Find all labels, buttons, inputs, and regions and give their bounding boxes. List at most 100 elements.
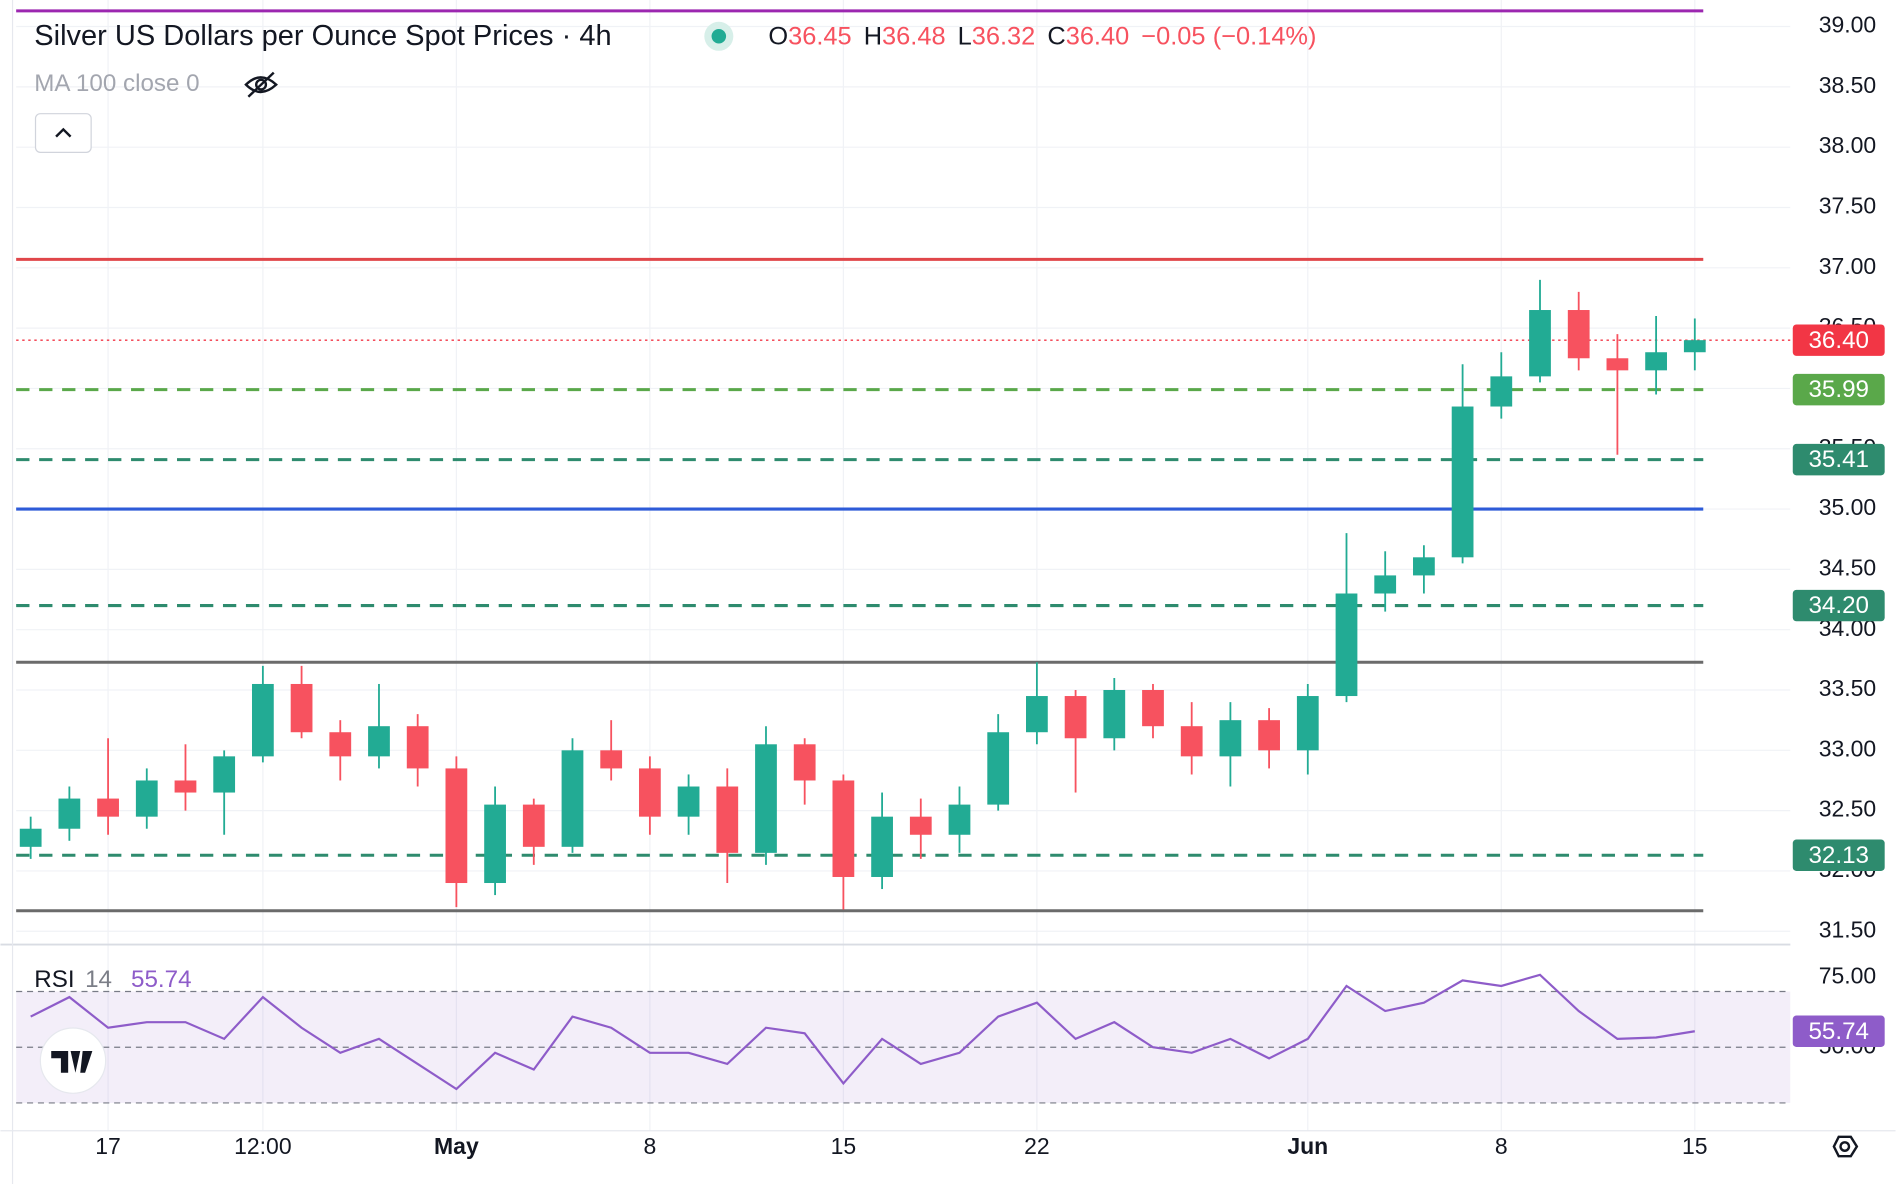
candle-body — [213, 756, 236, 793]
y-tick-label: 39.00 — [1819, 12, 1876, 38]
settings-icon[interactable] — [1832, 1135, 1859, 1158]
candle-body — [1142, 690, 1164, 727]
rsi-title: RSI — [34, 966, 74, 993]
ohlc-key: O — [768, 22, 788, 50]
ohlc-key: L — [958, 22, 972, 50]
chart-title: Silver US Dollars per Ounce Spot Prices … — [34, 20, 611, 52]
indicator-label: MA 100 close 0 — [34, 70, 199, 97]
candle-body — [406, 726, 429, 769]
y-tick-label: 33.50 — [1819, 675, 1876, 701]
price-label: 36.40 — [1808, 327, 1869, 354]
candle-body — [1413, 557, 1435, 576]
ohlc-key: C — [1047, 22, 1065, 50]
price-label: 35.41 — [1808, 446, 1869, 473]
candle-body — [871, 816, 893, 877]
candle-body — [522, 804, 545, 847]
candle-body — [1606, 358, 1629, 371]
price-label-bg — [1792, 443, 1885, 476]
x-tick-label: 8 — [1495, 1133, 1508, 1159]
y-tick-label: 35.00 — [1819, 494, 1876, 520]
collapse-button[interactable] — [34, 113, 92, 153]
x-tick-label: 22 — [1024, 1133, 1050, 1159]
overlay: Silver US Dollars per Ounce Spot Prices … — [34, 20, 1859, 1158]
ohlc-value: 36.48 — [882, 22, 946, 50]
candle-body — [1219, 720, 1242, 757]
candle-body — [97, 798, 119, 817]
candle-body — [1258, 720, 1280, 751]
rsi-value: 55.74 — [131, 966, 192, 993]
marks — [19, 279, 1706, 1091]
price-label: 32.13 — [1808, 842, 1869, 869]
candle-body — [832, 780, 855, 877]
ohlc-legend: O36.45 H36.48 L36.32 C36.40 −0.05 (−0.14%) — [768, 22, 1316, 50]
candle-body — [1645, 352, 1667, 371]
candle-body — [1026, 696, 1048, 733]
x-tick-label: 15 — [831, 1133, 857, 1159]
ohlc-value: 36.32 — [972, 22, 1036, 50]
candle-body — [1490, 376, 1513, 407]
change: −0.05 — [1141, 22, 1205, 50]
price-label: 35.99 — [1808, 376, 1869, 403]
candle-body — [755, 744, 777, 853]
rsi-line — [30, 973, 1695, 1091]
candle-body — [19, 828, 42, 847]
candle-body — [1529, 310, 1551, 377]
y-tick-label: 37.50 — [1819, 193, 1876, 219]
candle-body — [793, 744, 816, 781]
rsi-length: 14 — [85, 966, 112, 993]
candle-body — [174, 780, 197, 793]
y-tick-label: 38.50 — [1819, 72, 1876, 98]
levels — [16, 9, 1791, 913]
candle-body — [1103, 690, 1126, 739]
candle-body — [445, 768, 468, 884]
x-tick-label: 12:00 — [234, 1133, 291, 1159]
status-dot — [711, 29, 727, 44]
candle-body — [1451, 406, 1474, 558]
candle-body — [58, 798, 81, 829]
y-tick-label: 37.00 — [1819, 253, 1876, 279]
candle-body — [677, 786, 700, 817]
candle-body — [1335, 593, 1358, 697]
price-label-bg — [1792, 373, 1885, 406]
ohlc-key: H — [864, 22, 882, 50]
change-pct: (−0.14%) — [1213, 22, 1317, 50]
ohlc-value: 36.45 — [788, 22, 852, 50]
candle-body — [561, 750, 584, 847]
tradingview-logo[interactable] — [39, 1027, 107, 1094]
candle-body — [290, 683, 313, 733]
grid — [16, 0, 1791, 1131]
candle-body — [484, 804, 506, 884]
y-tick-label: 33.00 — [1819, 735, 1876, 761]
x-tick-label: 8 — [643, 1133, 656, 1159]
price-label: 34.20 — [1808, 592, 1869, 619]
rsi-tick-label: 75.00 — [1819, 963, 1876, 989]
candle-body — [638, 768, 661, 817]
candle-body — [1064, 696, 1087, 739]
y-tick-label: 32.50 — [1819, 796, 1876, 822]
y-tick-label: 34.50 — [1819, 554, 1876, 580]
candle-body — [600, 750, 623, 769]
rsi-label: 55.74 — [1808, 1018, 1869, 1045]
x-tick-label: May — [434, 1133, 479, 1159]
price-label-bg — [1792, 324, 1885, 356]
ohlc-value: 36.40 — [1066, 22, 1130, 50]
candle-body — [251, 683, 274, 757]
x-tick-label: 15 — [1682, 1133, 1708, 1159]
candle-body — [368, 726, 390, 757]
rsi-label-bg — [1792, 1015, 1885, 1047]
candle-body — [1374, 575, 1397, 594]
candle-body — [1567, 310, 1590, 359]
eye-icon[interactable] — [244, 71, 278, 98]
candle-body — [716, 786, 739, 853]
x-tick-label: Jun — [1287, 1133, 1328, 1159]
candle-body — [909, 816, 932, 835]
candle-body — [135, 780, 158, 817]
y-tick-label: 31.50 — [1819, 916, 1876, 942]
candle-body — [1683, 340, 1706, 353]
x-tick-label: 17 — [95, 1133, 121, 1159]
candle-body — [329, 732, 352, 757]
candle-body — [1296, 696, 1319, 751]
candle-body — [1180, 726, 1203, 757]
